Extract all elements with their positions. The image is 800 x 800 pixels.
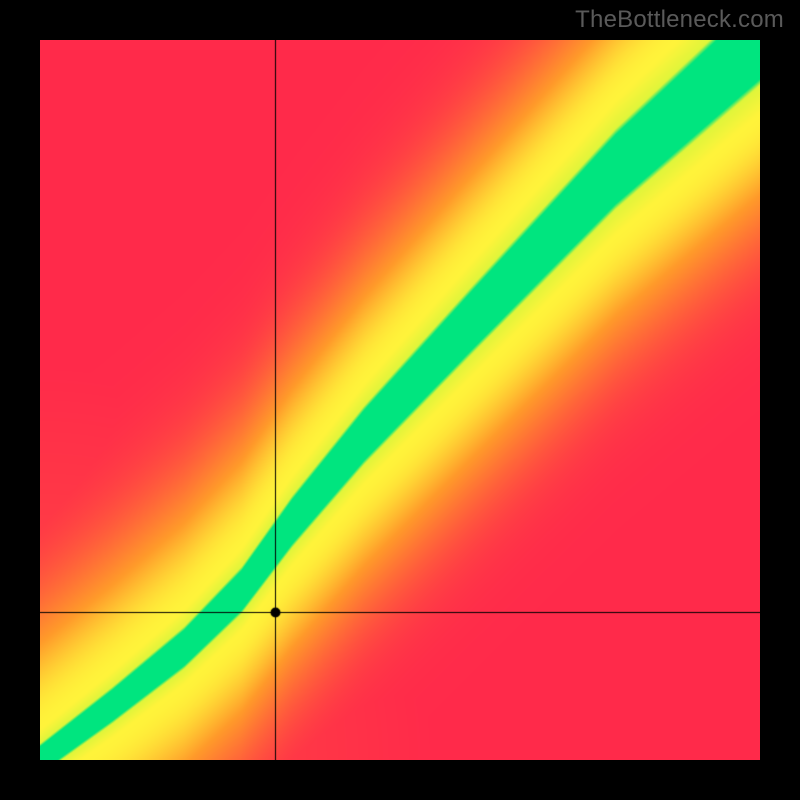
bottleneck-heatmap bbox=[40, 40, 760, 760]
chart-container: TheBottleneck.com bbox=[0, 0, 800, 800]
watermark-text: TheBottleneck.com bbox=[575, 6, 784, 34]
